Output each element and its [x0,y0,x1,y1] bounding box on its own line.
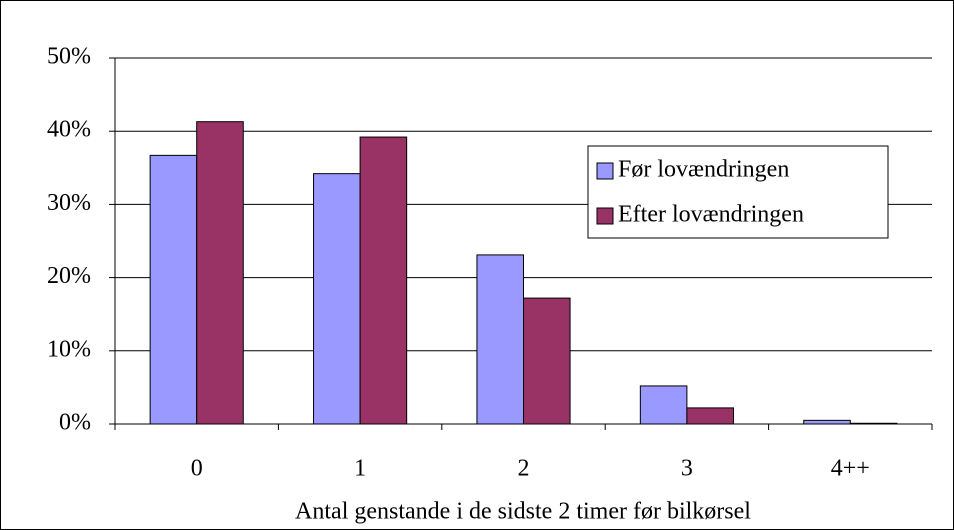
y-tick-label: 50% [47,44,91,70]
y-tick-label: 30% [47,190,91,216]
x-tick-label: 3 [681,456,693,482]
bar [476,254,524,425]
bar [639,385,688,425]
legend-label: Efter lovændringen [618,202,804,228]
bar [523,297,571,425]
y-tick-label: 20% [47,263,91,289]
y-tick-label: 10% [47,336,91,362]
x-tick-label: 0 [191,456,203,482]
y-tick-label: 0% [59,410,91,436]
x-tick-label: 1 [354,456,366,482]
bar [196,121,244,425]
legend-swatch [596,207,614,225]
bar [686,407,734,425]
bar [313,173,361,425]
x-tick-label: 4++ [831,456,870,482]
y-tick-label: 40% [47,117,91,143]
bar [359,136,408,425]
bar [149,154,198,425]
x-axis-title: Antal genstande i de sidste 2 timer før … [295,499,751,525]
x-tick-label: 2 [518,456,530,482]
legend-box [587,145,889,239]
bar [803,419,851,425]
legend-swatch [596,162,614,180]
legend-label: Før lovændringen [618,157,789,183]
